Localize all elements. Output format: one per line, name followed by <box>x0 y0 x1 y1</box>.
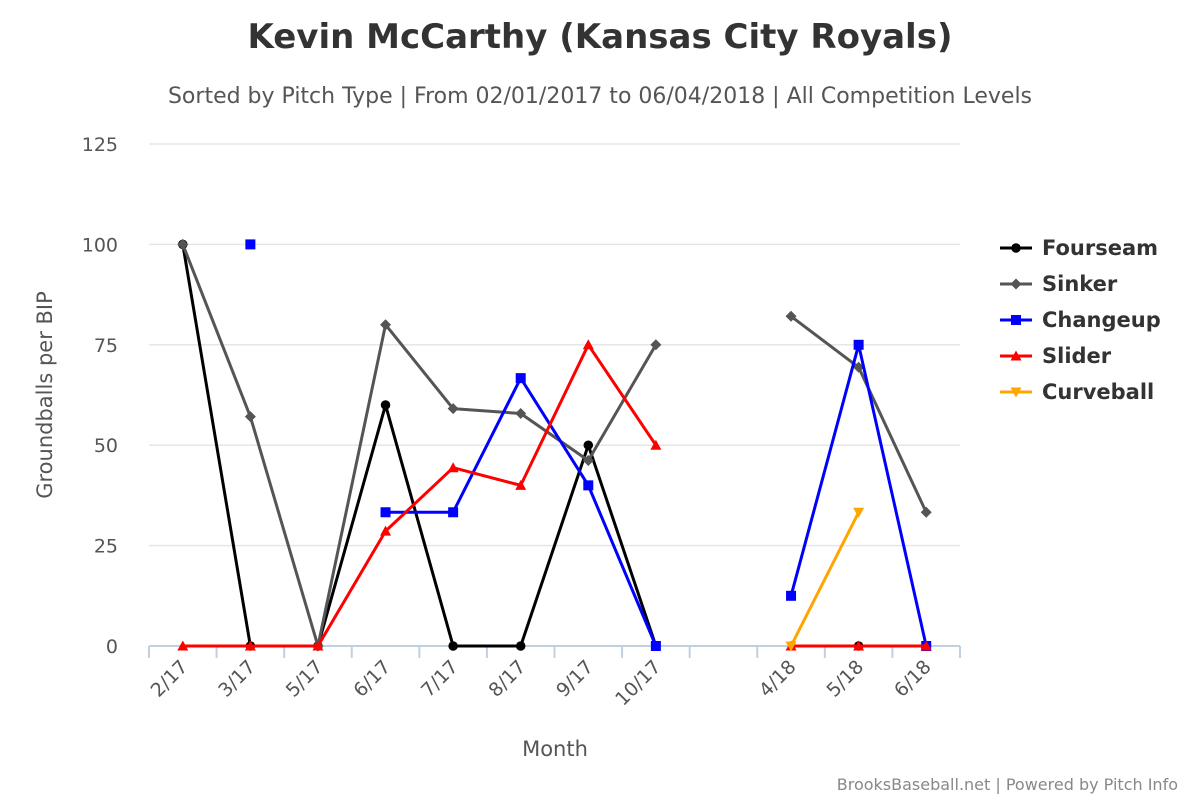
x-axis: 2/17 3/17 5/17 6/17 7/17 8/17 9/17 10/17 4/18 5/1… <box>147 645 961 710</box>
x-tick-label: 2/17 <box>147 656 193 702</box>
x-tick-label: 3/17 <box>214 656 260 702</box>
x-tick-label: 5/18 <box>822 656 868 702</box>
data-point-slider <box>312 640 324 651</box>
data-point-sinker <box>380 319 392 331</box>
legend-label-sinker: Sinker <box>1042 272 1118 296</box>
series-line-changeup <box>789 343 928 647</box>
chart-title: Kevin McCarthy (Kansas City Royals) <box>247 17 952 57</box>
data-point-fourseam <box>448 641 458 651</box>
legend-item-changeup: Changeup <box>1000 308 1161 332</box>
data-point-slider <box>582 339 594 350</box>
data-point-changeup <box>515 373 526 384</box>
legend-item-fourseam: Fourseam <box>1000 236 1158 260</box>
y-tick-label: 25 <box>94 536 118 558</box>
x-tick-label: 8/17 <box>485 656 531 702</box>
x-tick-label: 9/17 <box>552 656 598 702</box>
x-tick-label: 6/17 <box>349 656 395 702</box>
data-point-changeup <box>380 507 391 518</box>
legend-label-changeup: Changeup <box>1042 308 1161 332</box>
legend-item-sinker: Sinker <box>1000 272 1118 296</box>
data-point-sinker <box>650 339 662 351</box>
y-axis-label: Groundballs per BIP <box>33 291 57 499</box>
legend-label-fourseam: Fourseam <box>1042 236 1158 260</box>
x-tick-label: 4/18 <box>755 656 801 702</box>
data-point-fourseam <box>515 641 526 651</box>
data-point-changeup <box>245 239 256 250</box>
data-point-sinker <box>515 407 527 419</box>
y-tick-label: 125 <box>82 134 118 156</box>
data-point-slider <box>920 640 932 651</box>
y-tick-label: 100 <box>82 234 118 256</box>
data-point-fourseam <box>380 400 391 410</box>
y-tick-label: 50 <box>94 435 118 457</box>
series-slider <box>177 339 932 651</box>
series-line-curveball <box>789 511 860 647</box>
y-axis-ticks: 0 25 50 75 100 125 <box>82 134 118 658</box>
y-tick-label: 0 <box>106 636 118 658</box>
x-tick-label: 10/17 <box>611 656 665 710</box>
series-area <box>177 238 932 652</box>
data-point-slider <box>380 525 392 536</box>
x-tick-label: 5/17 <box>282 656 328 702</box>
y-tick-label: 75 <box>94 335 118 357</box>
data-point-changeup <box>583 480 594 491</box>
series-line-sinker <box>181 243 658 648</box>
series-line-slider <box>182 343 658 648</box>
data-point-changeup <box>853 339 864 350</box>
data-point-curveball <box>853 507 865 518</box>
legend-marker-curveball <box>1010 387 1022 398</box>
data-point-sinker <box>785 310 797 322</box>
data-point-slider <box>515 479 527 490</box>
data-point-changeup <box>448 507 459 518</box>
legend-marker-fourseam <box>1011 243 1021 253</box>
legend-item-slider: Slider <box>1000 344 1112 368</box>
data-point-sinker <box>177 238 189 250</box>
data-point-slider <box>244 640 256 651</box>
data-point-slider <box>853 640 865 651</box>
data-point-slider <box>650 439 662 450</box>
series-sinker <box>177 238 932 652</box>
legend-label-curveball: Curveball <box>1042 380 1154 404</box>
data-point-curveball <box>785 641 797 652</box>
legend-marker-changeup <box>1011 315 1021 325</box>
data-point-sinker <box>244 411 256 423</box>
data-point-sinker <box>920 506 932 518</box>
chart-credit: BrooksBaseball.net | Powered by Pitch In… <box>837 775 1178 794</box>
legend-item-curveball: Curveball <box>1000 380 1154 404</box>
data-point-sinker <box>447 403 459 415</box>
series-curveball <box>785 507 865 652</box>
data-point-slider <box>447 462 459 473</box>
legend-marker-slider <box>1010 350 1022 361</box>
grid-lines <box>149 143 960 647</box>
data-point-changeup <box>786 590 797 601</box>
data-point-fourseam <box>583 440 594 450</box>
x-tick-label: 6/18 <box>890 656 936 702</box>
legend-marker-sinker <box>1010 278 1022 290</box>
data-point-sinker <box>853 361 865 373</box>
data-point-slider <box>177 640 189 651</box>
x-axis-label: Month <box>522 737 588 761</box>
chart-subtitle: Sorted by Pitch Type | From 02/01/2017 t… <box>168 84 1032 109</box>
x-tick-label: 7/17 <box>417 656 463 702</box>
legend-label-slider: Slider <box>1042 344 1112 368</box>
data-point-sinker <box>582 454 594 466</box>
legend: Fourseam Sinker Changeup Slider Curveball <box>1000 236 1161 404</box>
data-point-changeup <box>650 641 661 651</box>
